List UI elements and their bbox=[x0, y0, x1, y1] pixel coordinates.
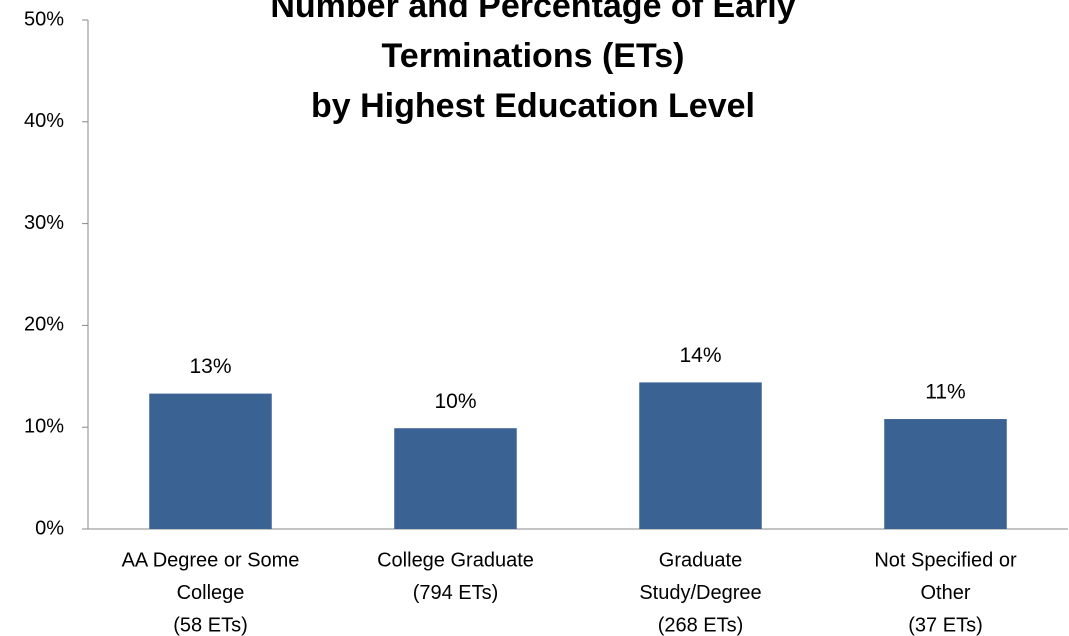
y-tick-label: 20% bbox=[24, 314, 64, 336]
x-tick-label: (268 ETs) bbox=[658, 614, 744, 636]
x-tick-label: Graduate bbox=[659, 549, 742, 571]
x-tick-label: Study/Degree bbox=[639, 582, 761, 604]
chart-title: Number and Percentage of Early bbox=[270, 0, 795, 25]
chart-title: by Highest Education Level bbox=[311, 87, 755, 125]
x-tick-label: Not Specified or bbox=[874, 549, 1017, 571]
bar bbox=[149, 393, 272, 529]
x-tick-label: (58 ETs) bbox=[173, 614, 247, 636]
chart-title: Terminations (ETs) bbox=[382, 37, 685, 75]
y-tick-label: 0% bbox=[35, 517, 64, 539]
x-tick-label: College Graduate bbox=[377, 549, 534, 571]
y-tick-label: 50% bbox=[24, 8, 64, 30]
x-tick-label: (37 ETs) bbox=[908, 614, 982, 636]
value-label: 10% bbox=[434, 390, 476, 413]
x-tick-label: (794 ETs) bbox=[413, 582, 499, 604]
value-label: 11% bbox=[925, 381, 965, 404]
x-tick-label: AA Degree or Some bbox=[122, 549, 300, 571]
bar bbox=[394, 428, 517, 529]
value-label: 14% bbox=[679, 344, 721, 367]
value-label: 13% bbox=[189, 355, 231, 378]
y-tick-label: 30% bbox=[24, 212, 64, 234]
bar bbox=[639, 382, 762, 529]
y-tick-label: 40% bbox=[24, 110, 64, 132]
y-tick-label: 10% bbox=[24, 415, 64, 437]
bar bbox=[884, 419, 1007, 529]
x-tick-label: College bbox=[177, 582, 245, 604]
x-tick-label: Other bbox=[920, 582, 970, 604]
